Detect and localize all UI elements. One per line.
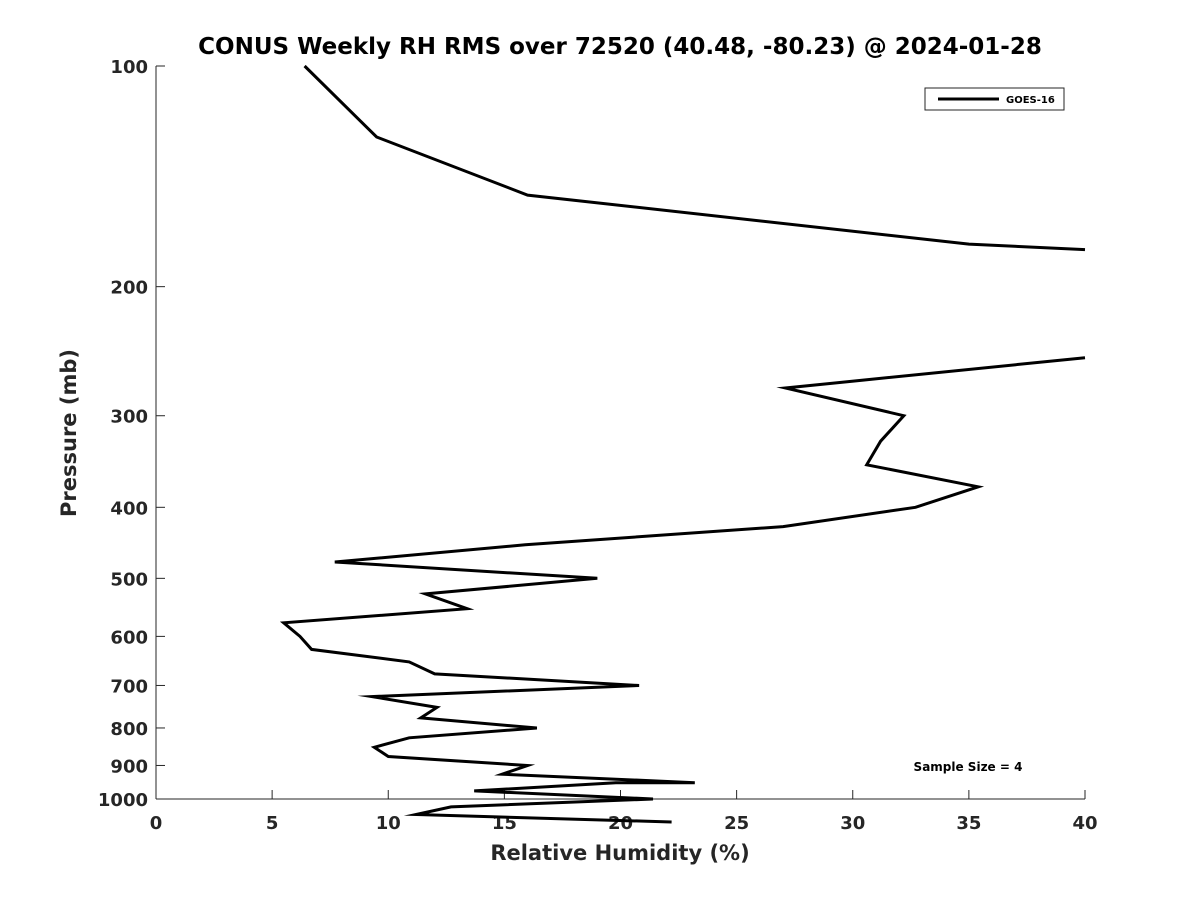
chart-title: CONUS Weekly RH RMS over 72520 (40.48, -… xyxy=(198,34,1042,60)
y-tick-label: 1000 xyxy=(98,790,148,811)
x-tick-label: 10 xyxy=(376,813,401,834)
y-tick-label: 700 xyxy=(110,676,148,697)
y-ticks: 100 200 300 400 500 600 700 800 900 1000 xyxy=(98,57,165,811)
x-tick-label: 30 xyxy=(840,813,865,834)
y-axis-label: Pressure (mb) xyxy=(57,349,81,517)
y-tick-label: 200 xyxy=(110,278,148,299)
y-tick-label: 400 xyxy=(110,498,148,519)
x-tick-label: 35 xyxy=(956,813,981,834)
series-layer xyxy=(279,64,1086,824)
y-tick-label: 900 xyxy=(110,756,148,777)
x-tick-label: 0 xyxy=(150,813,163,834)
series-line-goes-16-segment-2 xyxy=(279,356,1086,824)
y-tick-label: 600 xyxy=(110,627,148,648)
plot-background xyxy=(156,66,1085,799)
legend: GOES-16 xyxy=(924,87,1065,111)
x-tick-label: 25 xyxy=(724,813,749,834)
x-tick-label: 20 xyxy=(608,813,633,834)
y-tick-label: 100 xyxy=(110,57,148,78)
y-tick-label: 800 xyxy=(110,719,148,740)
series-line-goes-16-segment-1 xyxy=(303,64,1086,252)
x-axis-label: Relative Humidity (%) xyxy=(490,841,749,865)
x-ticks: 0 5 10 15 20 25 30 35 40 xyxy=(150,790,1098,834)
x-tick-label: 5 xyxy=(266,813,279,834)
sample-size-annotation: Sample Size = 4 xyxy=(914,760,1023,774)
plot-area xyxy=(155,66,1085,800)
x-tick-label: 40 xyxy=(1072,813,1097,834)
legend-label-goes-16: GOES-16 xyxy=(1006,95,1055,106)
y-tick-label: 500 xyxy=(110,569,148,590)
y-tick-label: 300 xyxy=(110,407,148,428)
